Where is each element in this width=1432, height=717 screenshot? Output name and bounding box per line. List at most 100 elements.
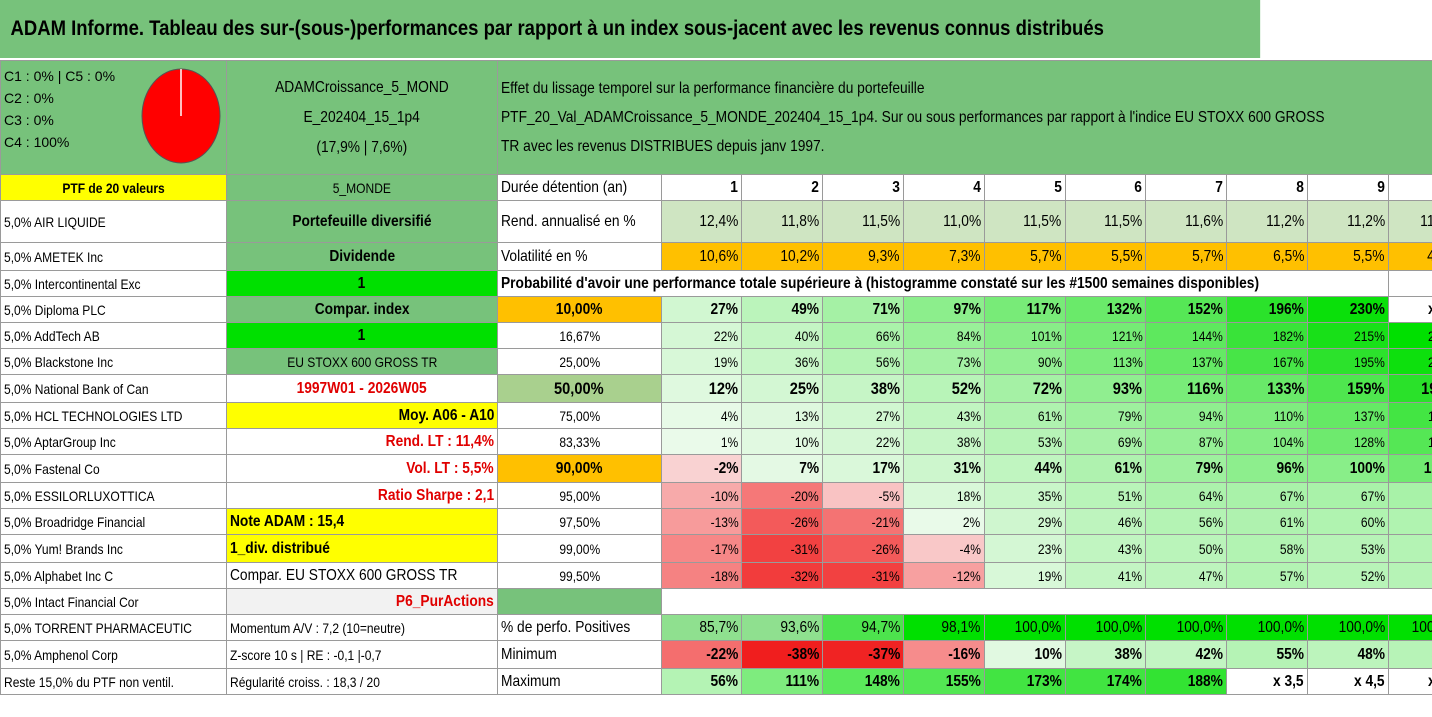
probability-value-text: -12% (952, 567, 981, 584)
info-cell: Portefeuille diversifié (225, 200, 499, 243)
positive-value-text: 100,0% (1095, 618, 1143, 636)
probability-value: 68% (1387, 482, 1432, 509)
positive-value: 85,7% (660, 614, 743, 641)
volatility-value-text: 9,3% (868, 247, 900, 265)
probability-value: 43% (1064, 534, 1147, 563)
year-header: 10 (1387, 174, 1432, 201)
probability-value-text: 49% (791, 300, 820, 318)
probability-value-text: 1% (720, 433, 739, 450)
annual-return-value-text: 11,0% (942, 212, 981, 230)
probability-value-text: 67% (1279, 487, 1305, 504)
probability-value: 242% (1387, 322, 1432, 349)
maximum-value-text: 155% (945, 672, 981, 690)
probability-value-text: 2% (963, 513, 981, 530)
info-cell: 1_div. distribué (225, 534, 499, 563)
holding-cell: 5,0% Blackstone Inc (0, 348, 227, 375)
holding-cell: 5,0% Amphenol Corp (0, 640, 227, 669)
probability-value-text: 47% (1199, 567, 1224, 584)
probability-value-text: 144% (1192, 327, 1224, 344)
probability-value: 196% (1226, 296, 1309, 323)
probability-value-text: 197% (1421, 378, 1432, 398)
year-header-text: 4 (973, 178, 981, 196)
probability-value: 17% (822, 454, 904, 483)
year-header-text: 1 (730, 178, 739, 196)
info-cell-text: Momentum A/V : 7,2 (10=neutre) (229, 619, 405, 636)
probability-value-text: -31% (871, 567, 900, 584)
year-header: 6 (1064, 174, 1147, 201)
probability-value-text: 121% (1111, 327, 1143, 344)
volatility-label: Volatilité en % (497, 242, 662, 271)
minimum-value: -37% (822, 640, 904, 669)
probability-value-text: 87% (1199, 433, 1224, 450)
volatility-value: 7,3% (902, 242, 985, 271)
probability-value: 47% (1145, 562, 1228, 589)
probability-value-text: 60% (1360, 513, 1385, 530)
volatility-value: 6,5% (1226, 242, 1309, 271)
probability-value-text: 52% (1360, 567, 1385, 584)
probability-value: 133% (1226, 374, 1309, 403)
holding-cell: 5,0% Intercontinental Exc (0, 270, 227, 297)
annual-return-value-text: 11,2% (1346, 212, 1385, 230)
holding-cell: 5,0% AddTech AB (0, 322, 227, 349)
volatility-value-text: 10,2% (780, 247, 820, 265)
probability-value-text: 69% (1118, 433, 1143, 450)
holding-cell: 5,0% HCL TECHNOLOGIES LTD (0, 402, 227, 429)
probability-value-text: 61% (1279, 513, 1305, 530)
probability-value: 159% (1307, 374, 1389, 403)
probability-value-text: 137% (1354, 407, 1385, 424)
minimum-value-text: 42% (1195, 645, 1224, 663)
year-header-text: 6 (1134, 178, 1143, 196)
probability-value-text: 67% (1360, 487, 1385, 504)
info-cell: EU STOXX 600 GROSS TR (225, 348, 499, 375)
c-line: C1 : 0% | C5 : 0% (4, 68, 116, 84)
probability-value-text: 38% (870, 378, 900, 398)
positive-value: 100,0% (1226, 614, 1309, 641)
portfolio-name-line: ADAMCroissance_5_MOND (275, 78, 449, 96)
probability-value: 66% (822, 322, 904, 349)
probability-threshold-text: 50,00% (554, 378, 605, 398)
empty-cell (1387, 270, 1432, 297)
year-header: 2 (741, 174, 824, 201)
blank-green-cell (497, 588, 662, 615)
probability-value: -2% (660, 454, 743, 483)
portfolio-name-line: E_202404_15_1p4 (303, 108, 420, 126)
holding-cell: 5,0% National Bank of Can (0, 374, 227, 403)
probability-threshold-text: 90,00% (555, 459, 603, 477)
info-cell-text: Note ADAM : 15,4 (229, 512, 344, 530)
info-cell-text: 1 (357, 326, 366, 344)
probability-value-text: 12% (709, 378, 739, 398)
volatility-value-text: 6,5% (1272, 247, 1305, 265)
probability-value: 12% (660, 374, 743, 403)
annual-return-value-text: 12,4% (699, 212, 739, 230)
year-header: 4 (902, 174, 985, 201)
holding-cell: 5,0% Diploma PLC (0, 296, 227, 323)
info-cell: 1 (225, 322, 499, 349)
holding-cell: 5,0% AptarGroup Inc (0, 428, 227, 455)
info-cell: P6_PurActions (225, 588, 499, 615)
probability-value-text: -10% (710, 487, 739, 504)
probability-value: 13% (741, 402, 824, 429)
minimum-value: -38% (741, 640, 824, 669)
holding-cell-text: 5,0% AddTech AB (4, 327, 100, 344)
probability-value-text: 172% (1428, 408, 1432, 424)
holding-cell: 5,0% AIR LIQUIDE (0, 200, 227, 243)
holding-cell: 5,0% Fastenal Co (0, 454, 227, 483)
annual-return-value: 11,5% (1387, 200, 1432, 243)
info-cell-text: Ratio Sharpe : 2,1 (377, 486, 494, 504)
holding-cell: Reste 15,0% du PTF non ventil. (0, 668, 227, 695)
volatility-value-text: 5,7% (1191, 247, 1224, 265)
volatility-value: 9,3% (822, 242, 904, 271)
probability-value-text: 19% (714, 353, 739, 370)
year-header: 5 (983, 174, 1066, 201)
probability-value-text: 84% (956, 327, 981, 344)
annual-return-value: 11,2% (1226, 200, 1309, 243)
allocation-cell: C1 : 0% | C5 : 0% C2 : 0% C3 : 0% C4 : 1… (0, 60, 227, 175)
probability-value-text: 10% (795, 433, 820, 450)
volatility-value: 5,7% (983, 242, 1066, 271)
effect-line: TR avec les revenus DISTRIBUES depuis ja… (501, 138, 825, 155)
probability-value-text: 57% (1279, 567, 1305, 584)
probability-value: 4% (660, 402, 743, 429)
probability-value-text: 22% (875, 433, 900, 450)
probability-value-text: 19% (1037, 567, 1062, 584)
probability-value-text: 58% (1279, 540, 1305, 557)
